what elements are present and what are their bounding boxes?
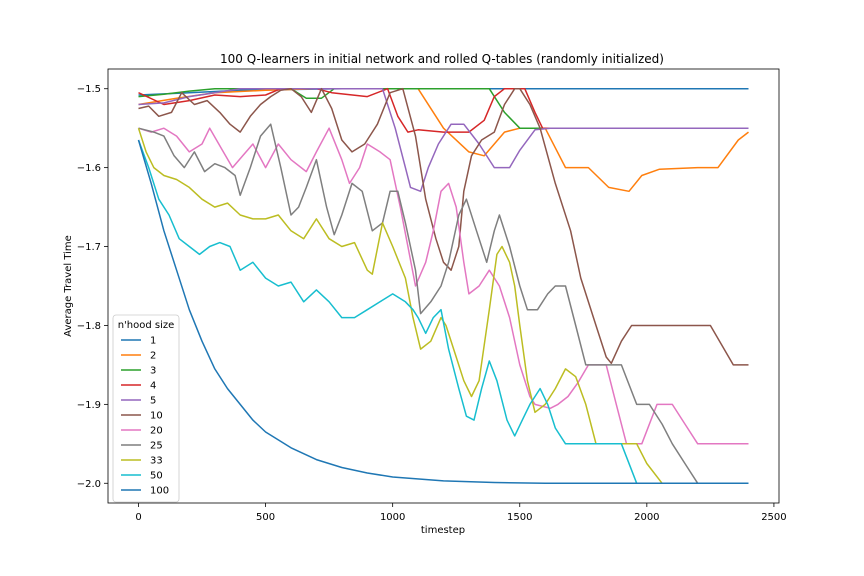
- x-tick-label: 2000: [634, 512, 659, 523]
- x-axis: 0 500 1000 1500 2000 2500: [135, 503, 787, 523]
- series-line-3: [138, 87, 749, 129]
- series-line-4: [138, 87, 749, 133]
- legend-label-50: 50: [150, 471, 163, 482]
- series-line-100: [137, 139, 749, 485]
- series-line-50: [137, 139, 638, 484]
- y-tick-label: −1.6: [77, 163, 101, 174]
- legend-label-5: 5: [150, 396, 156, 407]
- legend-label-25: 25: [150, 441, 163, 452]
- y-axis-label: Average Travel Time: [63, 235, 74, 337]
- legend-label-1: 1: [150, 336, 156, 347]
- y-tick-label: −1.8: [77, 321, 101, 332]
- plot-frame: [107, 68, 780, 504]
- series-line-25: [138, 123, 749, 485]
- legend-label-33: 33: [150, 456, 163, 467]
- y-axis: −1.5 −1.6 −1.7 −1.8 −1.9 −2.0: [77, 84, 108, 490]
- plot-area: [137, 87, 749, 485]
- x-tick-label: 1000: [380, 512, 405, 523]
- legend: n'hood size 1 2 3 4 5 10 20 25 33 50 100: [112, 314, 180, 503]
- legend-title: n'hood size: [118, 320, 175, 331]
- chart-title: 100 Q-learners in initial network and ro…: [220, 52, 664, 66]
- legend-label-4: 4: [150, 381, 156, 392]
- y-tick-label: −2.0: [77, 479, 101, 490]
- y-tick-label: −1.7: [77, 242, 101, 253]
- series-line-10: [138, 87, 749, 366]
- series-line-5: [138, 87, 749, 193]
- x-axis-label: timestep: [421, 525, 465, 536]
- x-tick-label: 0: [135, 512, 141, 523]
- legend-label-100: 100: [150, 486, 169, 497]
- x-tick-label: 2500: [761, 512, 786, 523]
- legend-label-10: 10: [150, 411, 163, 422]
- x-tick-label: 1500: [507, 512, 532, 523]
- legend-label-3: 3: [150, 366, 156, 377]
- y-tick-label: −1.5: [77, 84, 101, 95]
- x-tick-label: 500: [256, 512, 275, 523]
- legend-label-2: 2: [150, 351, 156, 362]
- y-tick-label: −1.9: [77, 400, 101, 411]
- series-line-33: [137, 127, 663, 484]
- legend-label-20: 20: [150, 426, 163, 437]
- legend-box: [112, 314, 180, 503]
